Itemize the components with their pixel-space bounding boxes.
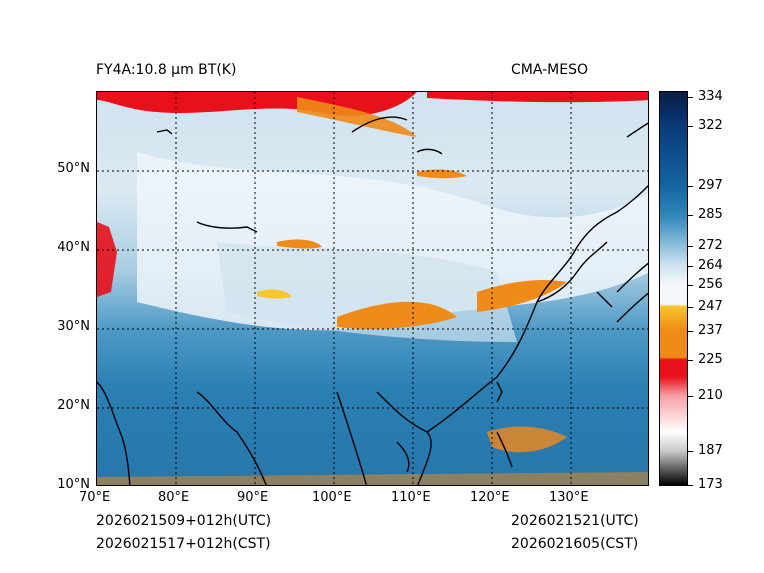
colorbar-tick-label: 322 <box>698 117 723 133</box>
lon-tick-70: 70°E <box>79 490 111 505</box>
colorbar-tick-mark <box>688 96 693 98</box>
colorbar-tick-label: 247 <box>698 298 723 314</box>
valid-time-utc: 2026021521(UTC) <box>511 513 639 529</box>
colorbar-tick-mark <box>688 246 693 248</box>
cold-cloud-northeast <box>427 92 648 103</box>
colorbar-tick-label: 210 <box>698 387 723 403</box>
colorbar-tick-label: 264 <box>698 257 723 273</box>
colorbar-tick-label: 334 <box>698 88 723 104</box>
colorbar-tick-mark <box>688 265 693 267</box>
cold-cloud-east <box>477 280 567 312</box>
colorbar-tick-mark <box>688 451 693 453</box>
lat-tick-30: 30°N <box>57 319 90 334</box>
colorbar-tick-mark <box>688 330 693 332</box>
colorbar-tick-mark <box>688 125 693 127</box>
lon-tick-120: 120°E <box>470 490 510 505</box>
coastlines <box>97 116 648 485</box>
colorbar-tick-mark <box>688 359 693 361</box>
warm-cloud-patch <box>257 289 292 299</box>
cold-cloud-yangtze <box>337 301 457 329</box>
model-label: CMA-MESO <box>511 62 589 78</box>
lat-tick-20: 20°N <box>57 398 90 413</box>
map-canvas <box>97 92 648 485</box>
colorbar-tick-mark <box>688 485 693 486</box>
lon-tick-100: 100°E <box>312 490 352 505</box>
cold-cloud-mid <box>417 169 467 179</box>
lat-tick-10: 10°N <box>57 477 90 492</box>
cold-cloud-west-mid <box>277 239 322 249</box>
valid-time-cst: 2026021605(CST) <box>511 536 639 552</box>
lon-tick-90: 90°E <box>237 490 269 505</box>
colorbar-gradient <box>660 92 687 485</box>
satellite-map <box>96 91 649 486</box>
cold-cloud-philippines <box>487 426 567 453</box>
cold-cloud-south-edge <box>97 472 648 485</box>
colorbar-tick-label: 237 <box>698 322 723 338</box>
init-time-utc: 2026021509+012h(UTC) <box>96 513 272 529</box>
lon-tick-110: 110°E <box>391 490 431 505</box>
colorbar-tick-label: 225 <box>698 351 723 367</box>
colorbar <box>659 91 688 486</box>
product-title: FY4A:10.8 μm BT(K) <box>96 62 237 78</box>
colorbar-tick-label: 297 <box>698 178 723 194</box>
colorbar-fill <box>660 92 687 485</box>
colorbar-tick-mark <box>688 395 693 397</box>
lon-tick-80: 80°E <box>158 490 190 505</box>
colorbar-tick-label: 272 <box>698 238 723 254</box>
cold-cloud-west-core <box>97 222 117 297</box>
colorbar-tick-label: 285 <box>698 206 723 222</box>
graticule <box>97 92 648 485</box>
colorbar-tick-mark <box>688 214 693 216</box>
colorbar-tick-label: 187 <box>698 443 723 459</box>
init-time-cst: 2026021517+012h(CST) <box>96 536 271 552</box>
cold-cloud-north-edge <box>297 97 417 137</box>
lat-tick-50: 50°N <box>57 161 90 176</box>
colorbar-tick-mark <box>688 186 693 188</box>
colorbar-tick-mark <box>688 306 693 308</box>
lat-tick-40: 40°N <box>57 240 90 255</box>
lon-tick-130: 130°E <box>549 490 589 505</box>
colorbar-tick-label: 173 <box>698 477 723 492</box>
colorbar-tick-label: 256 <box>698 276 723 292</box>
colorbar-tick-mark <box>688 284 693 286</box>
